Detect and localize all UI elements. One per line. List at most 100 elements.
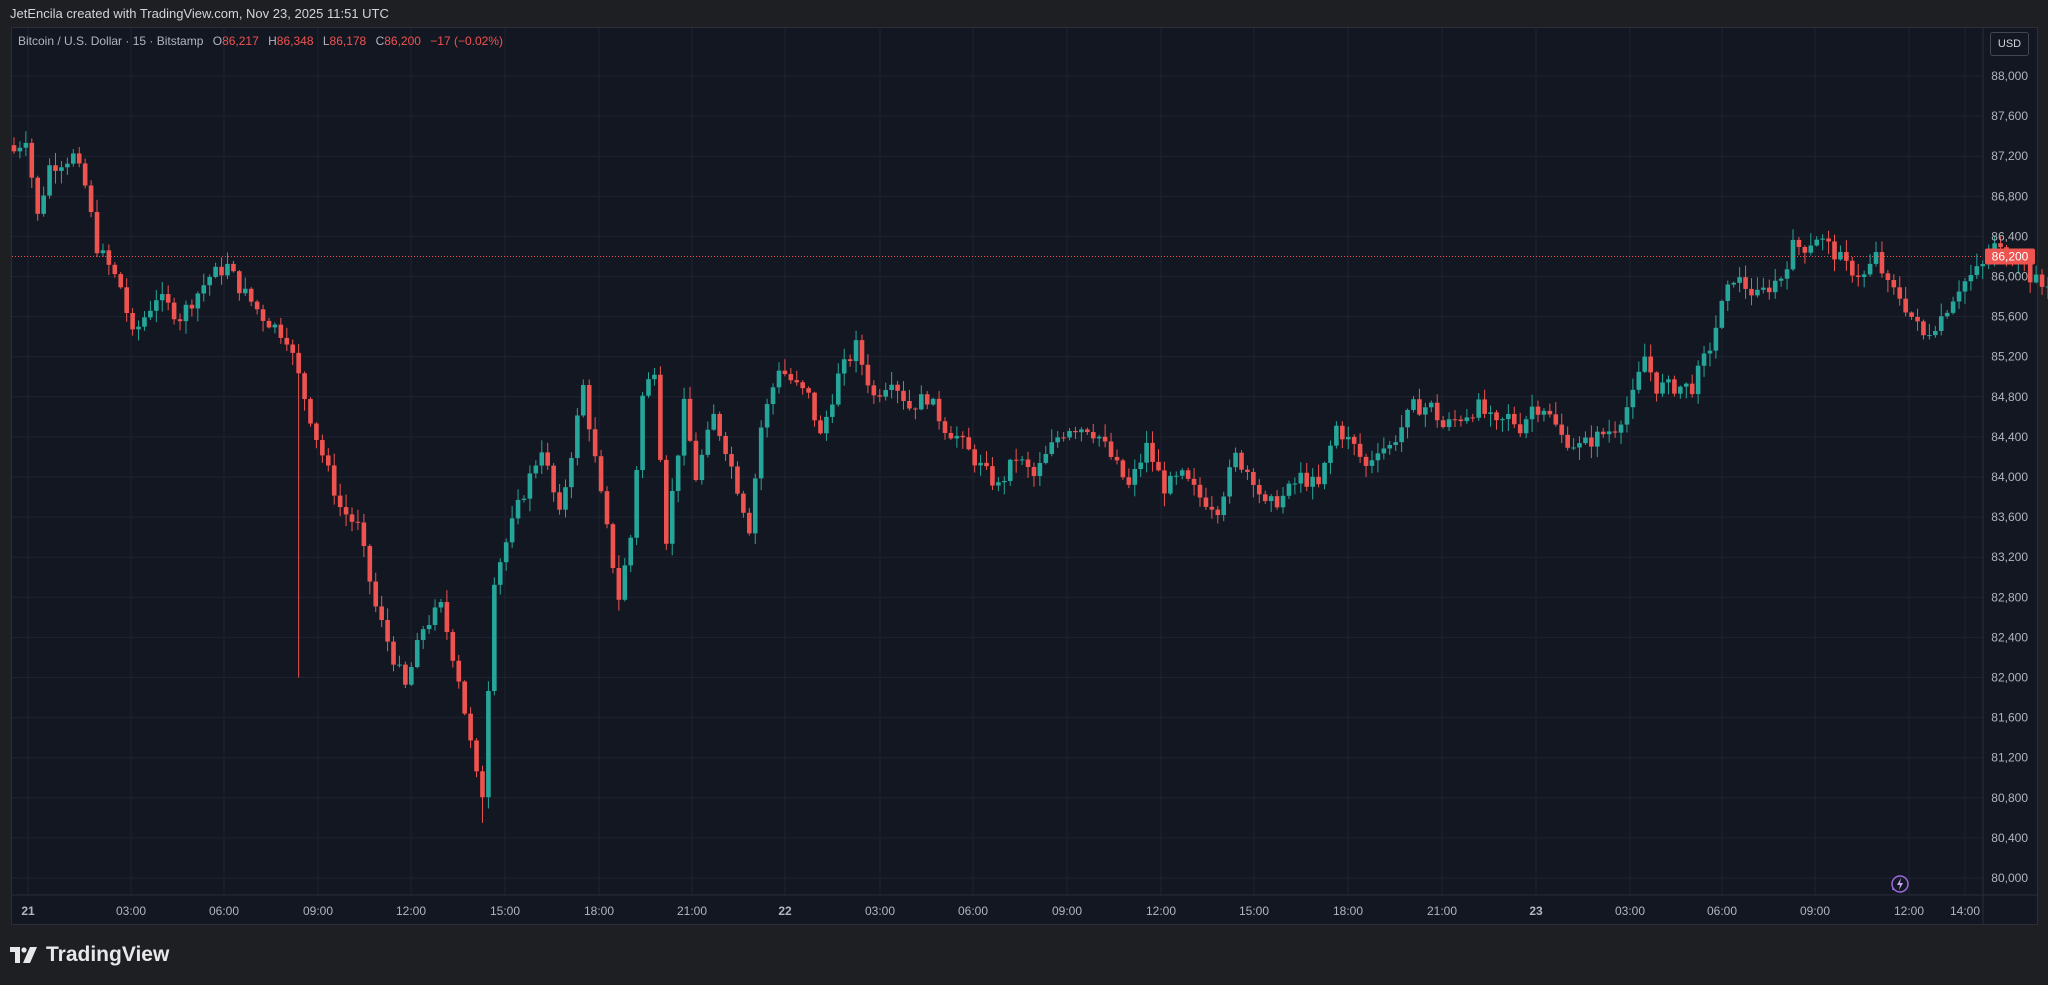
candle-down (1743, 277, 1748, 289)
candle-down (1879, 252, 1885, 274)
candle-down (942, 421, 948, 433)
candle-up (515, 499, 521, 519)
candle-up (1405, 409, 1410, 428)
candle-down (29, 142, 35, 178)
candle-down (1073, 431, 1078, 433)
candle-down (984, 462, 989, 467)
candle-down (1832, 241, 1837, 260)
candle-down (124, 287, 129, 313)
candle-up (1737, 277, 1742, 283)
candle-down (1482, 399, 1487, 414)
attribution-header: JetEncila created with TradingView.com, … (10, 6, 389, 21)
candle-up (1660, 382, 1665, 394)
candle-down (1025, 459, 1031, 468)
time-tick-label: 15:00 (1239, 904, 1269, 918)
candle-down (972, 449, 977, 466)
candle-up (159, 294, 165, 301)
candle-up (154, 300, 159, 311)
candle-down (331, 465, 337, 496)
candle-up (634, 470, 639, 538)
time-tick-label: 03:00 (116, 904, 146, 918)
candle-down (610, 524, 616, 568)
candle-down (1891, 279, 1897, 288)
candle-down (1417, 399, 1422, 415)
candle-down (812, 392, 817, 421)
candle-up (1375, 453, 1381, 461)
time-tick-label: 18:00 (1333, 904, 1363, 918)
candle-down (1357, 443, 1363, 457)
candle-down (1921, 321, 1926, 336)
candle-up (1298, 472, 1304, 484)
candle-down (1262, 494, 1268, 502)
candle-down (1102, 436, 1108, 442)
candle-down (337, 495, 343, 508)
candle-up (397, 664, 402, 666)
candle-down (1245, 469, 1250, 472)
candle-up (1144, 442, 1149, 463)
candle-down (1470, 417, 1476, 419)
candle-up (569, 457, 574, 488)
candle-up (824, 416, 829, 434)
candle-down (735, 466, 740, 494)
chart-frame[interactable] (11, 27, 2038, 925)
candle-up (47, 165, 52, 196)
candle-down (474, 740, 479, 772)
candle-down (1909, 312, 1914, 317)
candle-up (1399, 427, 1404, 443)
candle-up (1873, 252, 1879, 264)
candle-down (966, 437, 972, 450)
time-tick-label: 18:00 (584, 904, 614, 918)
candle-down (1434, 402, 1440, 421)
candle-up (1541, 410, 1547, 415)
candle-down (94, 211, 100, 254)
candle-up (622, 565, 628, 600)
candle-down (76, 153, 82, 164)
candle-down (592, 429, 598, 457)
candle-up (1096, 436, 1102, 439)
candle-down (1654, 372, 1659, 394)
time-tick-label: 09:00 (1800, 904, 1830, 918)
currency-button[interactable]: USD (1990, 32, 2029, 56)
candle-down (219, 266, 224, 276)
tradingview-brand[interactable]: TradingView (10, 943, 169, 967)
candle-down (296, 352, 301, 374)
candle-up (1179, 470, 1185, 476)
candle-down (1203, 497, 1209, 507)
candle-down (130, 312, 135, 330)
candle-down (266, 320, 272, 328)
price-tick-label: 88,000 (1991, 69, 2028, 83)
candle-down (11, 145, 17, 152)
candle-up (1974, 266, 1980, 276)
candle-down (806, 388, 811, 393)
candle-up (1423, 407, 1428, 415)
candle-up (1393, 442, 1398, 445)
candle-up (2045, 286, 2048, 288)
price-tick-label: 87,200 (1991, 149, 2028, 163)
candle-down (1452, 419, 1458, 421)
time-tick-label: 22 (778, 904, 792, 918)
candle-up (770, 387, 776, 405)
close-value: 86,200 (384, 34, 421, 48)
candle-down (616, 567, 622, 600)
candle-up (996, 482, 1001, 486)
last-price-tag (1985, 248, 2035, 265)
candle-up (776, 370, 782, 388)
candle-down (1565, 434, 1570, 448)
candle-down (1156, 461, 1161, 471)
grid (12, 28, 2037, 924)
candle-down (545, 452, 550, 466)
last-price-line: 86,200 (12, 248, 2035, 265)
candle-down (865, 364, 871, 386)
candle-down (1547, 410, 1553, 415)
candle-up (438, 602, 444, 608)
candle-down (403, 664, 408, 685)
candle-up (1227, 467, 1232, 497)
lightning-icon[interactable] (1889, 873, 1911, 895)
candle-up (195, 293, 201, 309)
candle-down (895, 384, 900, 391)
candle-down (729, 454, 734, 467)
candle-down (1126, 477, 1132, 485)
candle-up (1968, 275, 1974, 282)
candle-down (794, 380, 800, 383)
